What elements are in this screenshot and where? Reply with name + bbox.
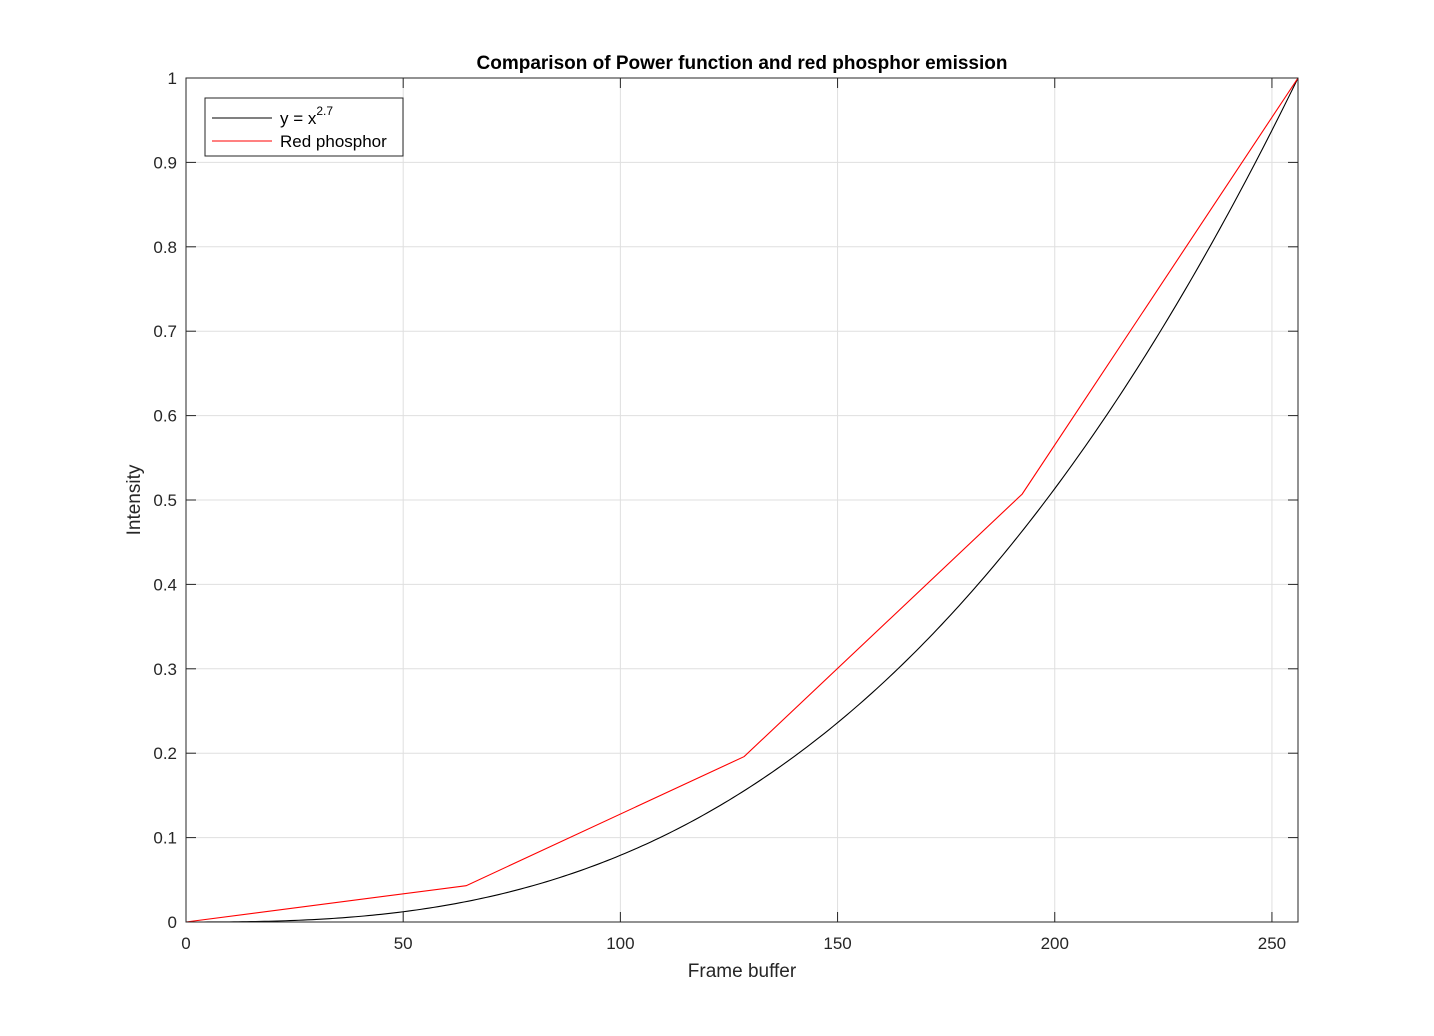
legend-box xyxy=(204,97,404,157)
legend-label-power-exponent: 2.7 xyxy=(316,104,333,118)
y-axis-label: Intensity xyxy=(124,464,145,535)
legend-label-power-base: y = x xyxy=(280,109,317,128)
x-tick-label: 250 xyxy=(1258,934,1286,953)
y-tick-label: 0.8 xyxy=(153,238,177,257)
x-tick-label: 150 xyxy=(823,934,851,953)
y-tick-label: 1 xyxy=(168,69,177,88)
y-tick-label: 0.9 xyxy=(153,153,177,172)
legend: y = x2.7 Red phosphor xyxy=(204,97,404,157)
x-tick-label: 50 xyxy=(394,934,413,953)
y-tick-label: 0.2 xyxy=(153,744,177,763)
x-tick-label: 200 xyxy=(1041,934,1069,953)
ticks: 0 50 100 150 200 250 0 0.1 0.2 0.3 0.4 0.5 0.6 0.7 0.8… xyxy=(153,69,1298,953)
y-tick-label: 0.4 xyxy=(153,575,177,594)
series-line-power-function xyxy=(186,77,1299,923)
x-tick-label: 0 xyxy=(181,934,190,953)
x-axis-label: Frame buffer xyxy=(688,961,797,982)
series-line-red-phosphor xyxy=(185,77,1299,923)
plot-series xyxy=(185,77,1299,923)
y-tick-label: 0.7 xyxy=(153,322,177,341)
x-tick-label: 100 xyxy=(606,934,634,953)
y-tick-label: 0.5 xyxy=(153,491,177,510)
y-tick-label: 0.6 xyxy=(153,407,177,426)
y-tick-label: 0.3 xyxy=(153,660,177,679)
legend-label-red-phosphor: Red phosphor xyxy=(280,132,387,151)
grid xyxy=(185,77,1298,923)
chart-title: Comparison of Power function and red pho… xyxy=(477,53,1008,74)
legend-label-power: y = x2.7 xyxy=(280,104,333,128)
y-tick-label: 0.1 xyxy=(153,829,177,848)
y-tick-label: 0 xyxy=(168,913,177,932)
